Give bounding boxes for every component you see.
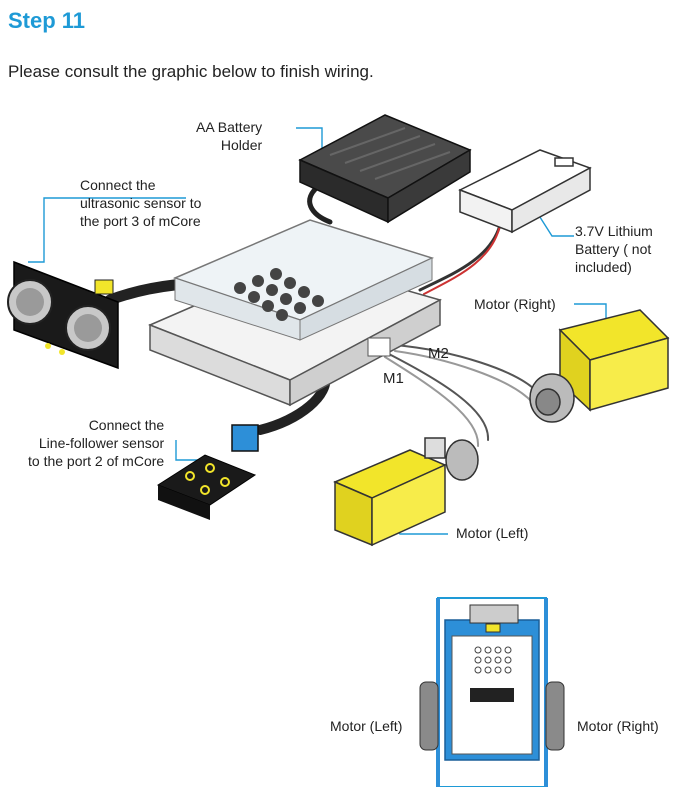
intro-text: Please consult the graphic below to fini… xyxy=(8,62,374,81)
aa-battery-holder xyxy=(298,114,472,224)
board-buttons xyxy=(234,268,324,321)
leader-lines xyxy=(28,127,607,535)
ultrasonic-sensor xyxy=(7,260,119,370)
bottom-motor-left-label: Motor (Left) xyxy=(330,718,403,734)
mcore-board xyxy=(148,219,442,407)
motor-left-label: Motor (Left) xyxy=(456,525,529,541)
line-follower-sensor xyxy=(156,424,259,520)
line-follower-label: Connect the Line-follower sensor to the … xyxy=(28,417,165,469)
bottom-motor-right-label: Motor (Right) xyxy=(577,718,659,734)
port-m1-label: M1 xyxy=(383,370,404,387)
lithium-battery xyxy=(458,149,592,234)
ultrasonic-label: Connect the ultrasonic sensor to the por… xyxy=(80,177,202,229)
motor-left-illustration xyxy=(333,437,479,547)
robot-top-view xyxy=(419,597,565,787)
leader-ultrasonic xyxy=(28,197,186,263)
port-m2-label: M2 xyxy=(428,345,449,362)
leader-battery-holder xyxy=(296,127,323,152)
battery-holder-label: AA Battery Holder xyxy=(196,119,263,153)
step-title: Step 11 xyxy=(8,8,86,33)
motor-right-label: Motor (Right) xyxy=(474,296,556,312)
leader-motor-right xyxy=(574,303,607,322)
lithium-battery-label: 3.7V Lithium Battery ( not included) xyxy=(575,223,653,275)
motor-right-illustration xyxy=(529,309,670,423)
leader-lithium xyxy=(537,213,574,237)
